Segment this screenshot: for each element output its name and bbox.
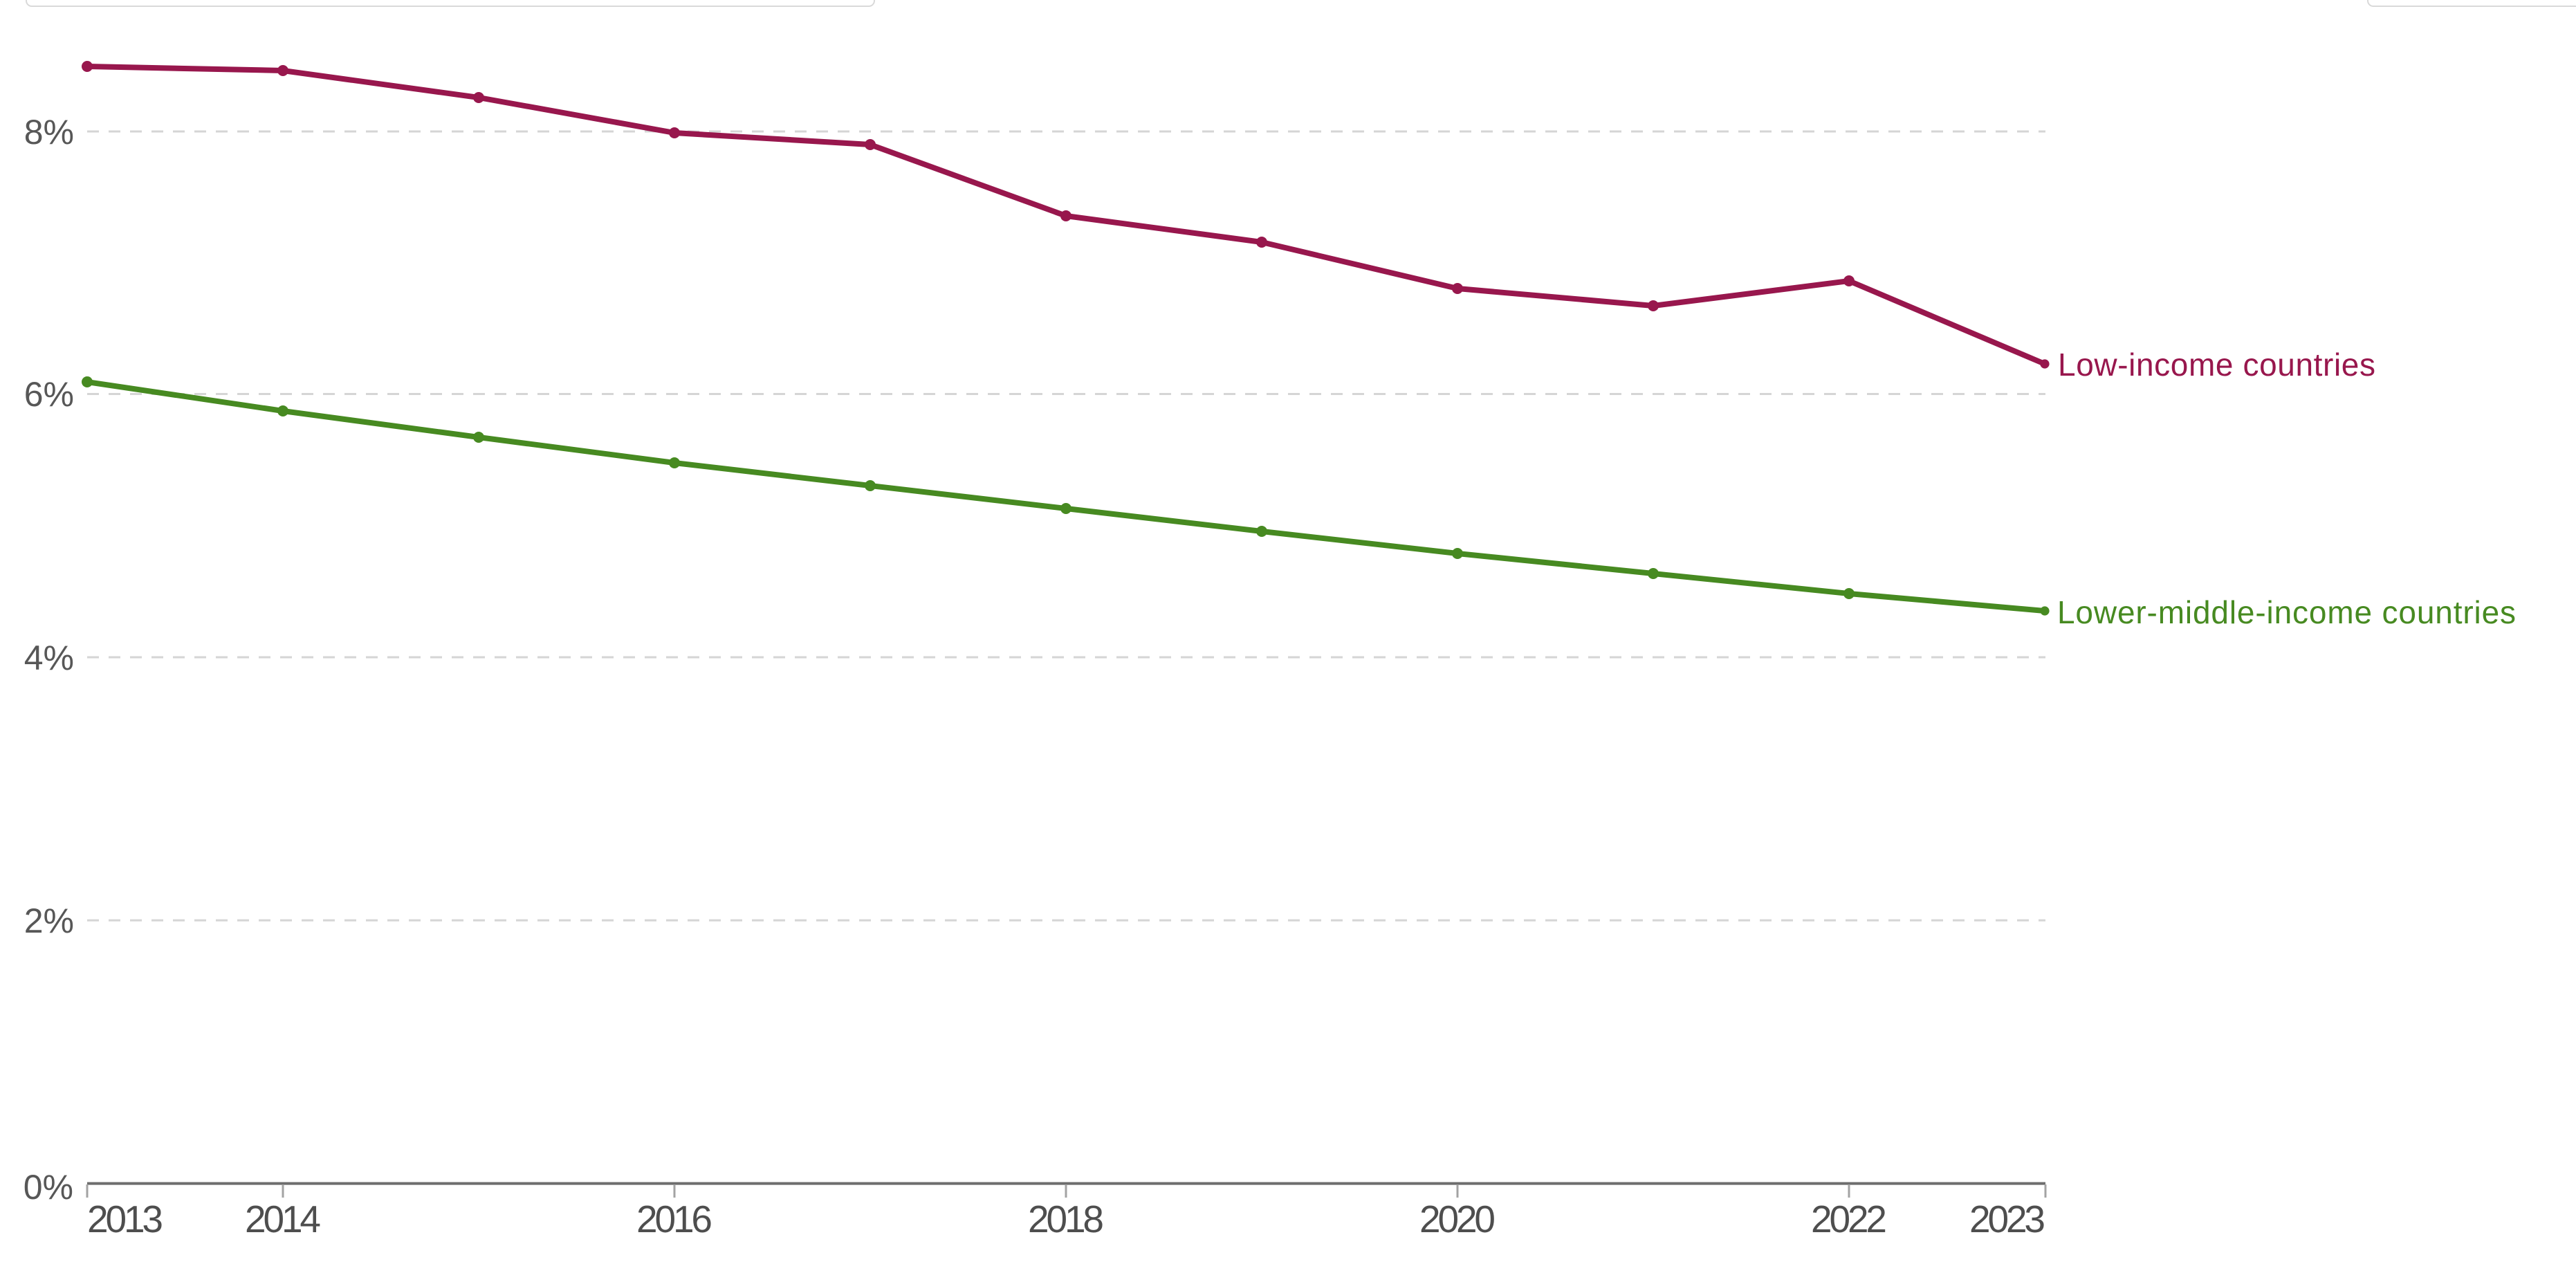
svg-text:2022: 2022 — [1811, 1198, 1887, 1240]
svg-text:2%: 2% — [24, 901, 74, 940]
svg-text:Lower-middle-income countries: Lower-middle-income countries — [2057, 594, 2516, 630]
svg-text:2016: 2016 — [636, 1198, 712, 1240]
svg-text:8%: 8% — [24, 113, 74, 152]
svg-text:0%: 0% — [24, 1168, 73, 1207]
svg-text:2018: 2018 — [1028, 1198, 1104, 1240]
svg-text:2013: 2013 — [87, 1198, 163, 1240]
svg-text:6%: 6% — [24, 375, 74, 414]
svg-text:2020: 2020 — [1419, 1198, 1496, 1240]
svg-text:4%: 4% — [24, 639, 74, 677]
svg-text:2023: 2023 — [1969, 1198, 2045, 1240]
svg-text:Low-income countries: Low-income countries — [2058, 347, 2375, 383]
svg-text:2014: 2014 — [245, 1198, 321, 1240]
